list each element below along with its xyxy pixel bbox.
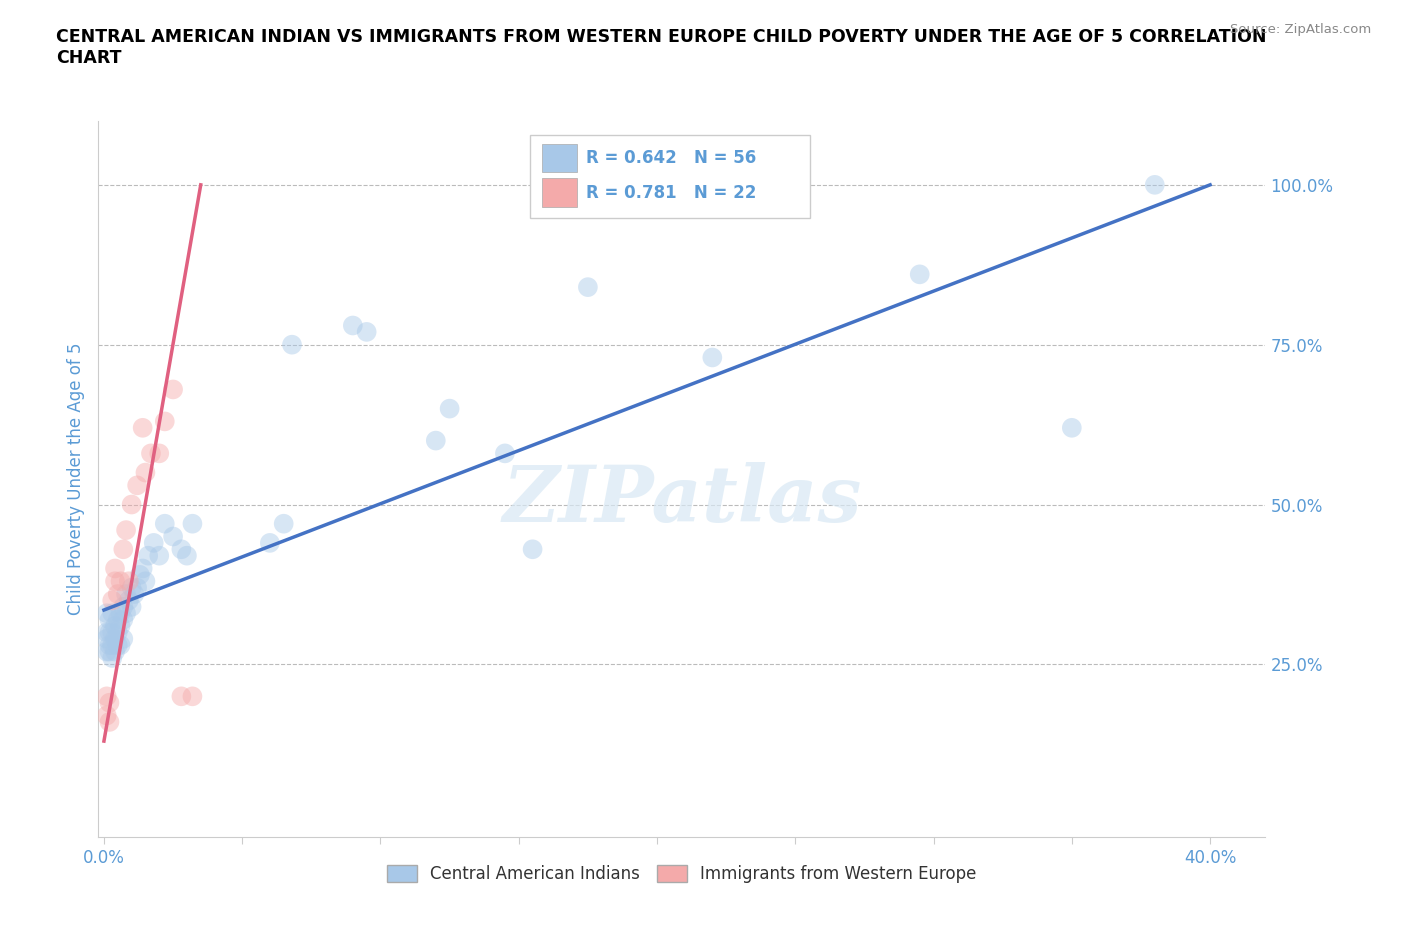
Point — [118, 593, 141, 608]
Point — [96, 605, 118, 620]
Point — [96, 631, 118, 646]
Point — [115, 605, 138, 620]
Point — [107, 612, 129, 627]
Point — [181, 516, 204, 531]
Point — [104, 574, 127, 589]
Point — [153, 516, 176, 531]
Point — [96, 689, 118, 704]
Point — [170, 542, 193, 557]
Text: ZIPatlas: ZIPatlas — [502, 462, 862, 538]
Point — [121, 498, 143, 512]
Text: CENTRAL AMERICAN INDIAN VS IMMIGRANTS FROM WESTERN EUROPE CHILD POVERTY UNDER TH: CENTRAL AMERICAN INDIAN VS IMMIGRANTS FR… — [56, 28, 1267, 67]
Point — [134, 574, 156, 589]
Point — [129, 567, 152, 582]
Point — [439, 401, 461, 416]
Point — [98, 612, 121, 627]
Point — [104, 644, 127, 659]
Text: Source: ZipAtlas.com: Source: ZipAtlas.com — [1230, 23, 1371, 36]
Point — [176, 549, 198, 564]
Point — [153, 414, 176, 429]
Point — [1143, 178, 1166, 193]
Point — [121, 600, 143, 615]
Point — [181, 689, 204, 704]
Point — [104, 618, 127, 633]
Point — [96, 708, 118, 723]
Point — [115, 523, 138, 538]
Point — [162, 382, 184, 397]
Point — [104, 631, 127, 646]
Point — [356, 325, 378, 339]
Point — [134, 465, 156, 480]
FancyBboxPatch shape — [530, 135, 810, 218]
Point — [131, 420, 153, 435]
Point — [142, 536, 165, 551]
Point — [702, 350, 724, 365]
Point — [112, 612, 135, 627]
Point — [148, 549, 170, 564]
Point — [425, 433, 447, 448]
Point — [110, 574, 132, 589]
Point — [148, 446, 170, 461]
Point — [342, 318, 364, 333]
Point — [112, 631, 135, 646]
Point — [110, 638, 132, 653]
Point — [112, 600, 135, 615]
Y-axis label: Child Poverty Under the Age of 5: Child Poverty Under the Age of 5 — [66, 342, 84, 616]
Point — [162, 529, 184, 544]
Point — [127, 478, 149, 493]
Point — [101, 605, 124, 620]
Point — [101, 593, 124, 608]
Point — [98, 638, 121, 653]
Point — [136, 549, 159, 564]
Point — [494, 446, 516, 461]
Legend: Central American Indians, Immigrants from Western Europe: Central American Indians, Immigrants fro… — [381, 858, 983, 889]
Point — [110, 605, 132, 620]
Point — [139, 446, 162, 461]
Point — [259, 536, 281, 551]
Point — [98, 644, 121, 659]
Point — [1060, 420, 1083, 435]
Point — [576, 280, 599, 295]
Point — [107, 638, 129, 653]
Point — [131, 561, 153, 576]
Point — [101, 625, 124, 640]
Point — [96, 625, 118, 640]
Point — [118, 574, 141, 589]
Point — [127, 580, 149, 595]
Point — [908, 267, 931, 282]
Bar — [541, 144, 576, 172]
Point — [104, 561, 127, 576]
Point — [98, 625, 121, 640]
Point — [115, 587, 138, 602]
Text: R = 0.781   N = 22: R = 0.781 N = 22 — [586, 183, 756, 202]
Point — [107, 625, 129, 640]
Point — [281, 338, 304, 352]
Point — [121, 580, 143, 595]
Point — [170, 689, 193, 704]
Point — [110, 618, 132, 633]
Point — [98, 714, 121, 729]
Bar — [541, 179, 576, 206]
Point — [522, 542, 544, 557]
Point — [101, 651, 124, 666]
Text: R = 0.642   N = 56: R = 0.642 N = 56 — [586, 149, 756, 167]
Point — [98, 696, 121, 711]
Point — [124, 587, 146, 602]
Point — [101, 638, 124, 653]
Point — [96, 644, 118, 659]
Point — [107, 587, 129, 602]
Point — [273, 516, 295, 531]
Point — [112, 542, 135, 557]
